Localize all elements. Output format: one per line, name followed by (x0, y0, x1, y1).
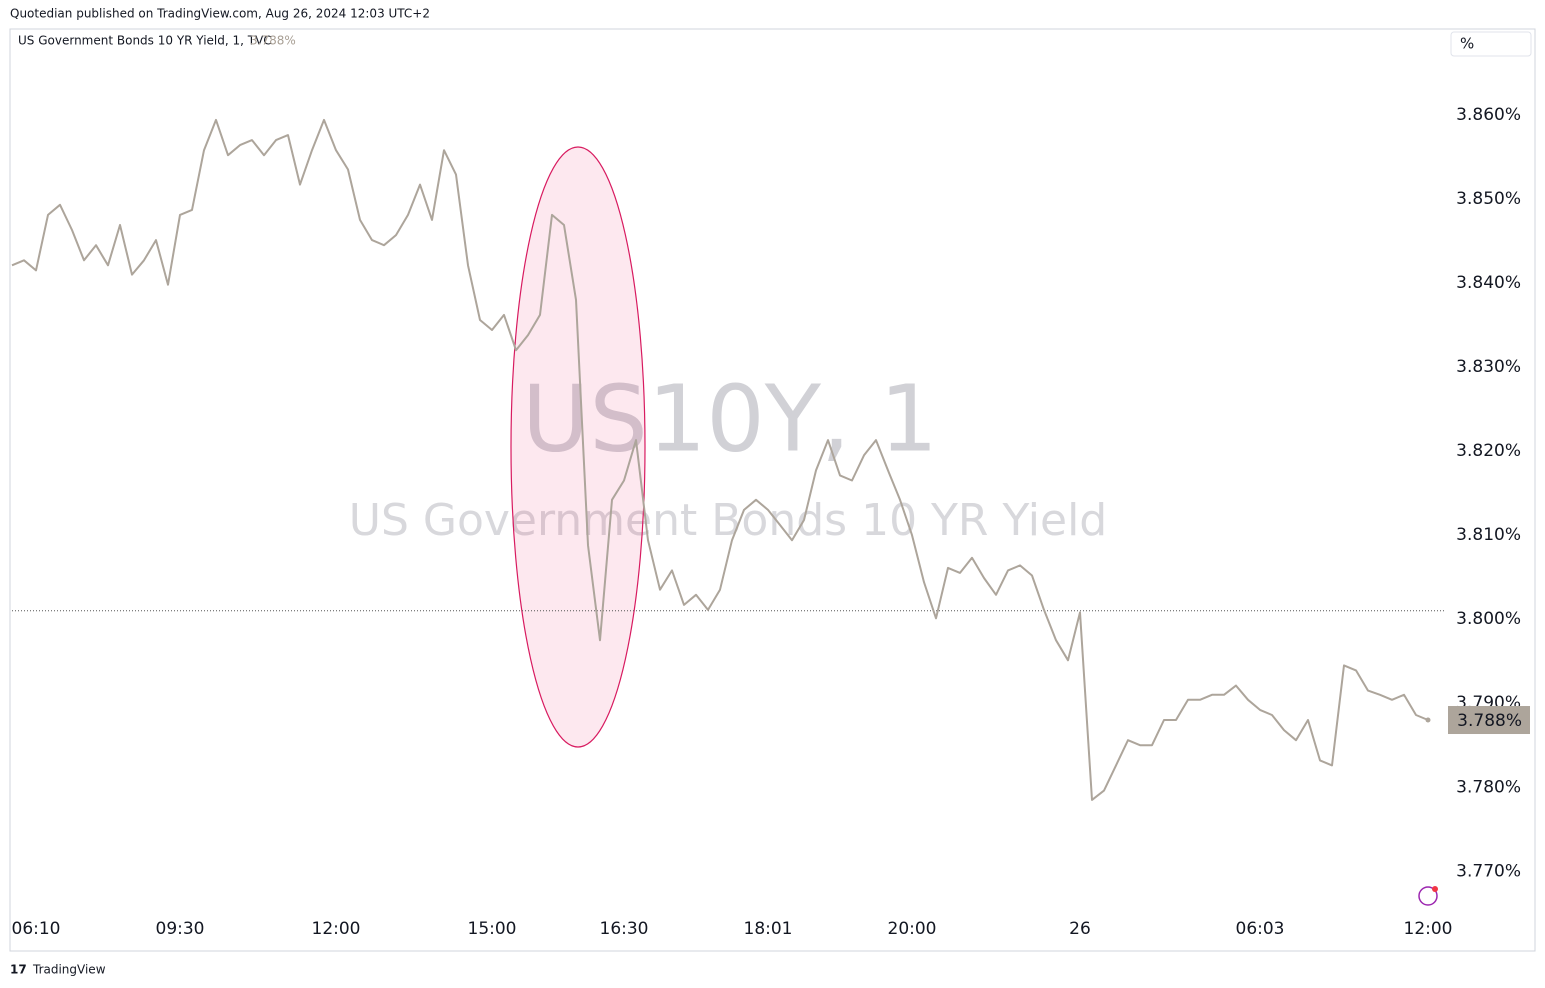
y-tick-label: 3.820% (1456, 441, 1521, 461)
alert-dot (1432, 886, 1438, 892)
y-tick-label: 3.800% (1456, 609, 1521, 629)
y-tick-label: 3.860% (1456, 105, 1521, 125)
plot: 3.770%3.780%3.790%3.800%3.810%3.820%3.83… (11, 105, 1530, 939)
publisher: Quotedian published on TradingView.com, … (10, 7, 430, 21)
last-price-tag (1448, 706, 1530, 735)
watermark-symbol: US10Y, 1 (522, 365, 938, 472)
watermark-name: US Government Bonds 10 YR Yield (349, 495, 1108, 546)
x-tick-label: 26 (1069, 919, 1091, 939)
highlight-ellipse (510, 146, 646, 748)
chart-frame (9, 28, 1536, 952)
last-point (1425, 717, 1431, 723)
alert-icon[interactable] (1418, 886, 1438, 906)
logo-mark: 17 (10, 963, 27, 977)
x-tick-label: 12:00 (312, 919, 361, 939)
unit-button-label[interactable]: % (1460, 35, 1474, 53)
x-tick-label: 06:03 (1236, 919, 1285, 939)
y-tick-label: 3.840% (1456, 273, 1521, 293)
y-tick-label: 3.850% (1456, 189, 1521, 209)
series-title: US Government Bonds 10 YR Yield, 1, TVC (18, 34, 272, 48)
x-tick-label: 20:00 (888, 919, 937, 939)
x-tick-label: 18:01 (744, 919, 793, 939)
last-price-label: 3.788% (1457, 711, 1522, 731)
y-tick-label: 3.770% (1456, 861, 1521, 881)
x-tick-label: 15:00 (468, 919, 517, 939)
y-tick-label: 3.810% (1456, 525, 1521, 545)
x-tick-label: 09:30 (156, 919, 205, 939)
x-tick-label: 16:30 (600, 919, 649, 939)
unit-button[interactable] (1450, 31, 1532, 57)
x-tick-label: 12:00 (1404, 919, 1453, 939)
y-tick-label: 3.830% (1456, 357, 1521, 377)
x-tick-label: 06:10 (12, 919, 61, 939)
price-line (11, 118, 1429, 801)
footer-brand: TradingView (32, 963, 106, 977)
y-tick-label: 3.780% (1456, 777, 1521, 797)
last-value: 3.788% (250, 34, 296, 48)
